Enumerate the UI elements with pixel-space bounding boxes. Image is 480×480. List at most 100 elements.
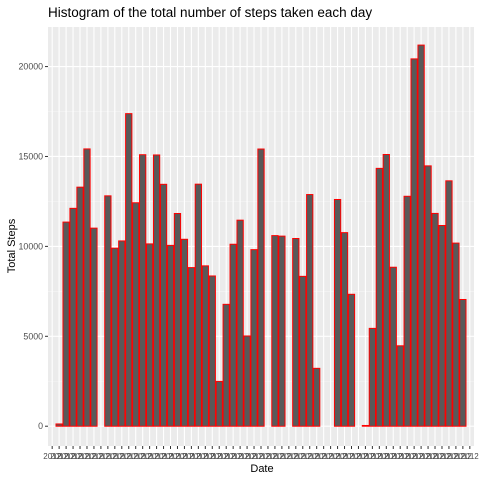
- bar-2012-10-23: [201, 265, 209, 427]
- bar-2012-11-18: [382, 153, 390, 427]
- chart-title: Histogram of the total number of steps t…: [48, 5, 372, 20]
- bar-2012-11-11: [333, 198, 342, 427]
- x-tick-label-2012-10-21: 2012: [182, 452, 200, 461]
- bar-2012-10-14: [139, 154, 147, 427]
- x-tick-label-2012-10-13: 2012: [127, 452, 145, 461]
- x-tick-label-2012-11-27: 2012: [440, 452, 458, 461]
- x-tick-label-2012-11-23: 2012: [412, 452, 430, 461]
- x-tick-label-2012-11-14: 2012: [350, 452, 368, 461]
- x-tick-label-2012-11-12: 2012: [336, 452, 354, 461]
- x-tick-label-2012-11-11: 2012: [329, 452, 347, 461]
- x-tick-label-2012-11-02: 2012: [266, 452, 284, 461]
- x-tick-label-2012-11-24: 2012: [419, 452, 437, 461]
- x-tick-label-2012-11-10: 2012: [322, 452, 340, 461]
- x-axis-title: Date: [250, 463, 273, 475]
- x-tick-label-2012-11-01: 2012: [259, 452, 277, 461]
- y-axis-title: Total Steps: [6, 218, 18, 273]
- x-tick-label-2012-10-05: 2012: [71, 452, 89, 461]
- x-tick-label-2012-10-07: 2012: [85, 452, 103, 461]
- x-tick-label-2012-11-30: 2012: [461, 452, 479, 461]
- x-tick-label-2012-10-03: 2012: [57, 452, 75, 461]
- x-tick-label-2012-10-19: 2012: [169, 452, 187, 461]
- x-tick-label-2012-11-18: 2012: [377, 452, 395, 461]
- bar-2012-10-25: [215, 380, 223, 427]
- bar-2012-11-29: [459, 298, 467, 427]
- plot-panel: [48, 27, 474, 446]
- bar-2012-10-04: [69, 207, 77, 427]
- bar-2012-10-29: [243, 335, 251, 427]
- bar-2012-11-21: [403, 195, 411, 427]
- x-tick-label-2012-10-22: 2012: [189, 452, 207, 461]
- bar-2012-10-06: [83, 148, 91, 427]
- bar-2012-10-22: [194, 183, 202, 427]
- x-tick-label-2012-10-24: 2012: [203, 452, 221, 461]
- bar-2012-10-05: [76, 186, 84, 427]
- bar-2012-11-28: [452, 242, 460, 427]
- x-tick-label-2012-11-16: 2012: [363, 452, 381, 461]
- bar-2012-11-08: [313, 367, 321, 427]
- bar-2012-11-25: [431, 212, 439, 427]
- y-tick-label: 20000: [19, 62, 44, 72]
- x-tick-label-2012-11-20: 2012: [391, 452, 409, 461]
- bar-2012-11-03: [278, 235, 286, 427]
- x-tick-label-2012-10-08: 2012: [92, 452, 110, 461]
- bar-2012-10-09: [104, 195, 112, 427]
- bar-2012-10-15: [145, 243, 154, 427]
- bar-2012-11-26: [438, 224, 446, 427]
- bar-2012-10-13: [132, 202, 140, 427]
- x-tick-label-2012-10-30: 2012: [245, 452, 263, 461]
- x-tick-label-2012-11-22: 2012: [405, 452, 423, 461]
- x-tick-label-2012-11-26: 2012: [433, 452, 451, 461]
- bar-2012-11-06: [299, 275, 307, 427]
- bar-2012-10-17: [159, 183, 168, 427]
- x-tick-label-2012-10-15: 2012: [141, 452, 159, 461]
- x-tick-label-2012-11-07: 2012: [301, 452, 319, 461]
- bar-2012-11-13: [347, 293, 356, 427]
- bar-2012-11-23: [417, 44, 425, 427]
- bar-2012-11-19: [389, 266, 397, 427]
- bar-2012-11-15: [361, 424, 370, 427]
- y-axis: 0 5000 10000 15000 20000: [19, 62, 48, 431]
- x-tick-label-2012-10-18: 2012: [162, 452, 180, 461]
- bar-2012-10-21: [187, 267, 196, 427]
- x-tick-label-2012-11-08: 2012: [308, 452, 326, 461]
- x-tick-label-2012-10-06: 2012: [78, 452, 96, 461]
- x-tick-label-2012-10-11: 2012: [113, 452, 131, 461]
- x-tick-label-2012-10-04: 2012: [64, 452, 82, 461]
- x-tick-label-2012-11-17: 2012: [370, 452, 388, 461]
- x-tick-label-2012-11-29: 2012: [454, 452, 472, 461]
- x-tick-label-2012-10-16: 2012: [148, 452, 166, 461]
- bar-2012-10-10: [111, 247, 119, 427]
- x-tick-label-2012-11-13: 2012: [343, 452, 361, 461]
- bar-2012-11-17: [375, 167, 383, 427]
- x-tick-label-2012-11-28: 2012: [447, 452, 465, 461]
- x-tick-label-2012-11-03: 2012: [273, 452, 291, 461]
- x-tick-label-2012-10-26: 2012: [217, 452, 235, 461]
- x-tick-label-2012-11-15: 2012: [357, 452, 375, 461]
- bar-2012-11-20: [396, 345, 404, 427]
- x-tick-label-2012-11-09: 2012: [315, 452, 333, 461]
- bar-2012-10-19: [173, 212, 182, 427]
- bar-2012-10-31: [257, 148, 265, 427]
- bar-2012-10-18: [166, 244, 175, 427]
- bar-2012-10-03: [62, 221, 70, 427]
- bar-2012-10-07: [90, 227, 98, 427]
- bar-2012-11-16: [368, 327, 377, 427]
- x-tick-label-2012-10-25: 2012: [210, 452, 228, 461]
- y-tick-label: 5000: [23, 331, 43, 341]
- x-tick-label-2012-10-01: 2012: [43, 452, 61, 461]
- bar-2012-11-05: [292, 237, 300, 427]
- x-tick-label-2012-11-05: 2012: [287, 452, 305, 461]
- x-tick-label-2012-10-09: 2012: [99, 452, 117, 461]
- x-tick-label-2012-10-27: 2012: [224, 452, 242, 461]
- x-tick-label-2012-11-06: 2012: [294, 452, 312, 461]
- bar-2012-10-26: [222, 303, 230, 427]
- bar-2012-10-27: [229, 243, 237, 427]
- bar-2012-10-24: [208, 275, 216, 427]
- bar-2012-10-16: [152, 154, 161, 427]
- bar-2012-10-28: [236, 219, 244, 427]
- x-tick-label-2012-10-12: 2012: [120, 452, 138, 461]
- bar-2012-11-27: [445, 180, 453, 427]
- x-tick-label-2012-10-17: 2012: [155, 452, 173, 461]
- y-tick-label: 10000: [19, 241, 44, 251]
